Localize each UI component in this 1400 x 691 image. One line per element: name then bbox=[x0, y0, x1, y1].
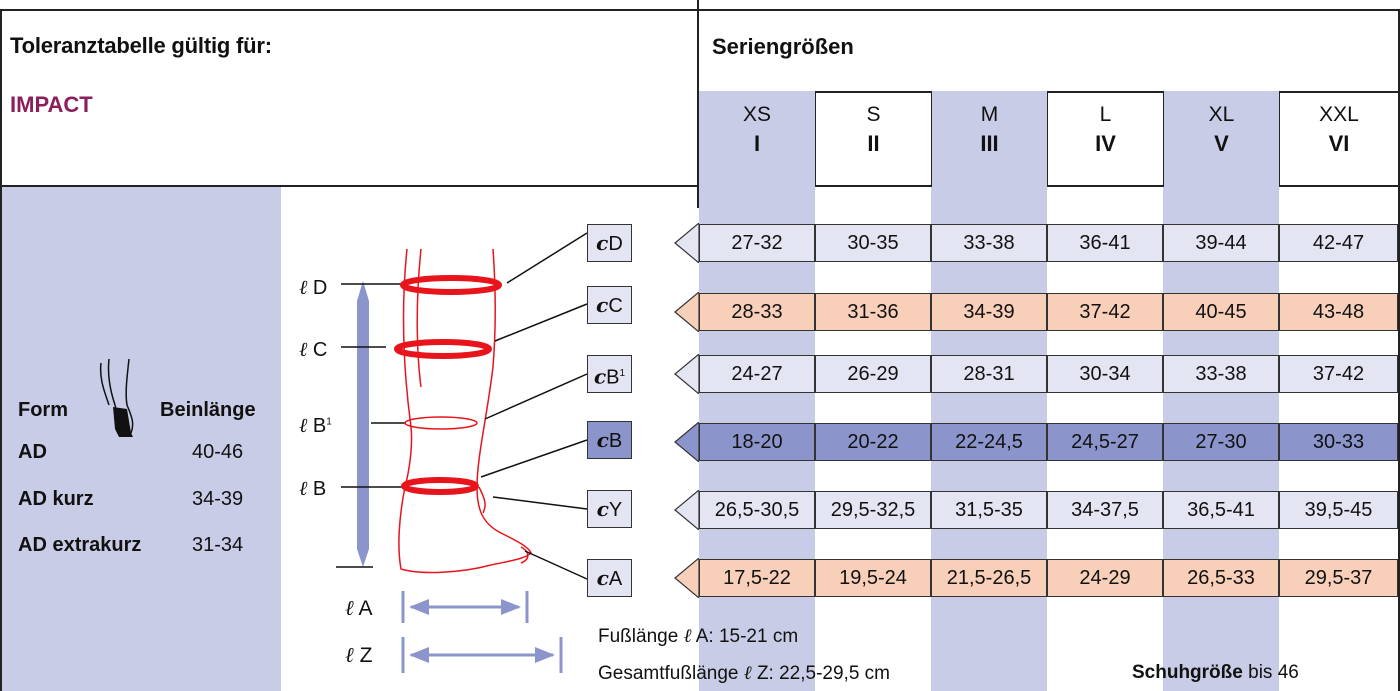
value-cell-a-s: 19,5-24 bbox=[815, 559, 931, 597]
value-cell-d-m: 33-38 bbox=[931, 224, 1047, 262]
circumference-label-d: cD bbox=[587, 224, 632, 262]
circumference-label-b1: cB1 bbox=[587, 355, 632, 393]
value-cell-c-l: 37-42 bbox=[1047, 293, 1163, 331]
value-cell-b1-s: 26-29 bbox=[815, 355, 931, 393]
value-cell-b1-m: 28-31 bbox=[931, 355, 1047, 393]
value-cell-c-xl: 40-45 bbox=[1163, 293, 1279, 331]
length-label-b: ℓ B bbox=[299, 476, 327, 500]
form-header-label: Form bbox=[18, 399, 68, 421]
value-cell-b1-xl: 33-38 bbox=[1163, 355, 1279, 393]
circumference-label-c: cC bbox=[587, 286, 632, 324]
value-cell-b-xxl: 30-33 bbox=[1279, 423, 1398, 461]
value-cell-y-l: 34-37,5 bbox=[1047, 491, 1163, 529]
right-border bbox=[1398, 187, 1400, 691]
length-label-b1: ℓ B1 bbox=[299, 413, 332, 437]
size-header-xl: XL V bbox=[1163, 91, 1279, 187]
size-roman: VI bbox=[1328, 131, 1350, 156]
size-code: M bbox=[980, 103, 999, 126]
value-cell-b-xl: 27-30 bbox=[1163, 423, 1279, 461]
size-header-l: L IV bbox=[1047, 91, 1163, 187]
value-cell-a-m: 21,5-26,5 bbox=[931, 559, 1047, 597]
header-divider bbox=[697, 0, 699, 187]
value-cell-y-xs: 26,5-30,5 bbox=[699, 491, 815, 529]
value-cell-d-xl: 39-44 bbox=[1163, 224, 1279, 262]
value-cell-a-xl: 26,5-33 bbox=[1163, 559, 1279, 597]
value-cell-b-l: 24,5-27 bbox=[1047, 423, 1163, 461]
circumference-label-a: cA bbox=[587, 559, 632, 597]
size-roman: V bbox=[1214, 131, 1229, 156]
form-row-ad-extrakurz: AD extrakurz bbox=[18, 534, 142, 556]
value-cell-y-xxl: 39,5-45 bbox=[1279, 491, 1398, 529]
length-row-ad-kurz: 34-39 bbox=[192, 488, 244, 510]
row-pointer-b1 bbox=[674, 354, 699, 394]
size-code: XXL bbox=[1319, 103, 1359, 126]
form-panel: Form Beinlänge AD 40-46 AD kurz 34-39 AD… bbox=[0, 187, 281, 691]
leg-diagram bbox=[336, 232, 588, 673]
value-cell-a-xxl: 29,5-37 bbox=[1279, 559, 1398, 597]
table-title: Toleranztabelle gültig für: bbox=[10, 33, 272, 58]
size-code: L bbox=[1099, 103, 1112, 126]
length-header-label: Beinlänge bbox=[160, 399, 256, 421]
total-foot-length-text: Gesamtfußlänge ℓ Z: 22,5-29,5 cm bbox=[598, 662, 891, 684]
length-label-z: ℓ Z bbox=[345, 643, 373, 667]
row-pointer-b bbox=[674, 422, 699, 462]
length-label-d: ℓ D bbox=[299, 275, 328, 299]
value-cell-d-s: 30-35 bbox=[815, 224, 931, 262]
circumference-label-b: cB bbox=[587, 421, 632, 459]
size-header-top-border bbox=[697, 91, 1400, 93]
value-cell-b1-xs: 24-27 bbox=[699, 355, 815, 393]
size-header-xs: XS I bbox=[699, 91, 815, 187]
series-sizes-title: Seriengrößen bbox=[712, 34, 854, 59]
foot-length-text: Fußlänge ℓ A: 15-21 cm bbox=[598, 625, 799, 647]
value-cell-b1-l: 30-34 bbox=[1047, 355, 1163, 393]
value-cell-b-m: 22-24,5 bbox=[931, 423, 1047, 461]
value-cell-a-xs: 17,5-22 bbox=[699, 559, 815, 597]
size-roman: I bbox=[753, 131, 761, 156]
form-row-ad-kurz: AD kurz bbox=[18, 488, 94, 510]
value-cell-y-s: 29,5-32,5 bbox=[815, 491, 931, 529]
size-code: S bbox=[866, 103, 881, 126]
length-row-ad-extrakurz: 31-34 bbox=[192, 534, 244, 556]
value-cell-d-xs: 27-32 bbox=[699, 224, 815, 262]
leg-height-bar bbox=[357, 281, 369, 567]
size-header-xxl: XXL VI bbox=[1279, 91, 1398, 187]
value-cell-d-xxl: 42-47 bbox=[1279, 224, 1398, 262]
value-cell-y-m: 31,5-35 bbox=[931, 491, 1047, 529]
value-cell-c-m: 34-39 bbox=[931, 293, 1047, 331]
value-cell-y-xl: 36,5-41 bbox=[1163, 491, 1279, 529]
value-cell-b1-xxl: 37-42 bbox=[1279, 355, 1398, 393]
length-label-c: ℓ C bbox=[299, 337, 328, 361]
row-pointer-d bbox=[674, 223, 699, 263]
size-header-s: S II bbox=[815, 91, 931, 187]
value-cell-d-l: 36-41 bbox=[1047, 224, 1163, 262]
size-roman: III bbox=[980, 131, 999, 156]
value-cell-a-l: 24-29 bbox=[1047, 559, 1163, 597]
length-row-ad: 40-46 bbox=[192, 441, 244, 463]
circumference-label-y: cY bbox=[587, 490, 632, 528]
value-cell-c-xxl: 43-48 bbox=[1279, 293, 1398, 331]
row-pointer-y bbox=[674, 490, 699, 530]
value-cell-c-xs: 28-33 bbox=[699, 293, 815, 331]
row-pointer-a bbox=[674, 558, 699, 598]
value-cell-c-s: 31-36 bbox=[815, 293, 931, 331]
form-row-ad: AD bbox=[18, 441, 47, 463]
size-header-m: M III bbox=[931, 91, 1047, 187]
value-cell-b-xs: 18-20 bbox=[699, 423, 815, 461]
header-left-frame bbox=[0, 9, 697, 187]
size-code: XS bbox=[742, 103, 771, 126]
body-divider-top bbox=[697, 187, 699, 208]
stocking-icon bbox=[99, 358, 134, 437]
size-roman: II bbox=[867, 131, 880, 156]
size-roman: IV bbox=[1095, 131, 1116, 156]
value-cell-b-s: 20-22 bbox=[815, 423, 931, 461]
row-pointer-c bbox=[674, 292, 699, 332]
length-label-a: ℓ A bbox=[345, 596, 373, 620]
size-code: XL bbox=[1208, 103, 1235, 126]
shoe-size-text: Schuhgröße bis 46 bbox=[1132, 662, 1299, 683]
product-name: IMPACT bbox=[10, 92, 93, 117]
